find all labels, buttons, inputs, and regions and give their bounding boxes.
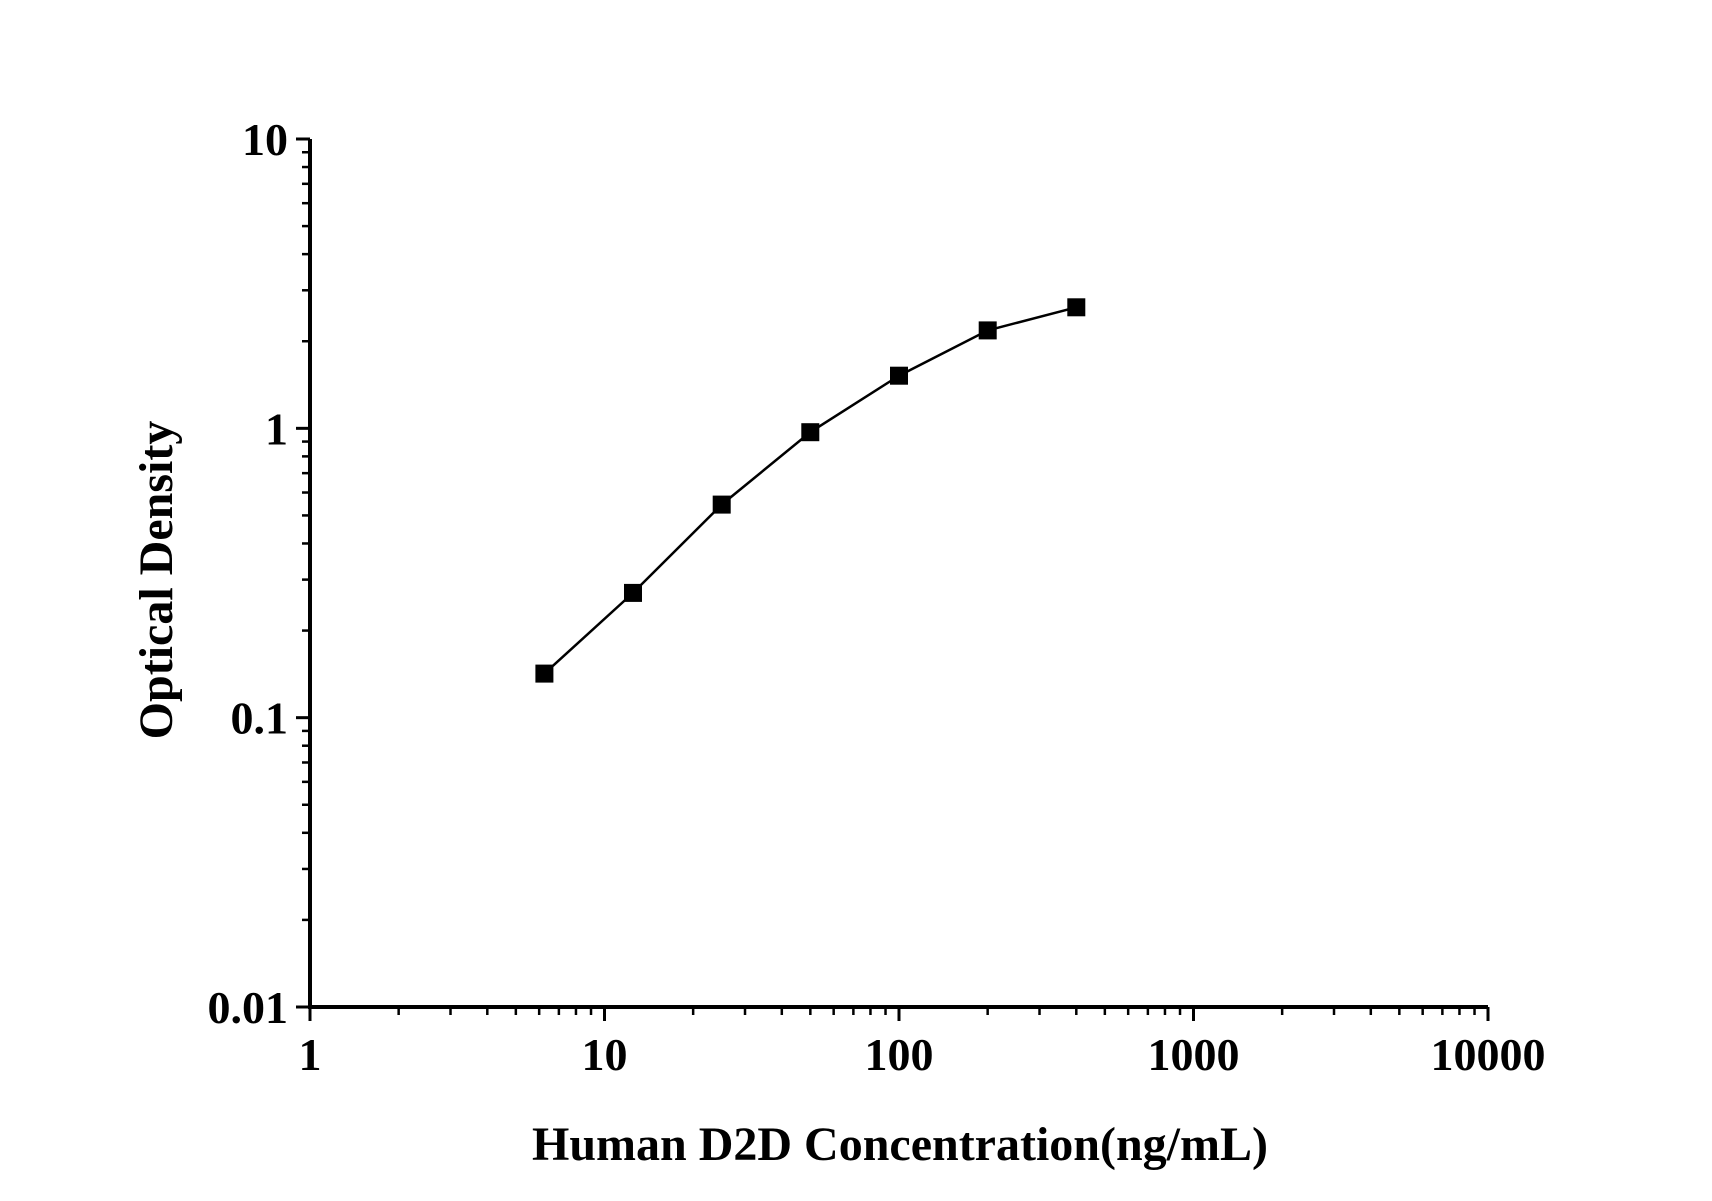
x-axis-title: Human D2D Concentration(ng/mL) [532, 1118, 1268, 1171]
y-tick-label: 0.1 [231, 693, 289, 744]
series-line [543, 306, 1077, 675]
y-tick-label: 0.01 [208, 982, 289, 1033]
x-tick-label: 1000 [1148, 1029, 1240, 1080]
data-point-marker [712, 495, 731, 514]
y-tick-label: 1 [265, 403, 288, 454]
y-axis-title: Optical Density [130, 421, 183, 740]
data-point-marker [801, 423, 820, 442]
x-tick-label: 100 [865, 1029, 934, 1080]
data-point-marker [978, 321, 997, 340]
data-point-marker [535, 664, 554, 683]
tick-labels: 1 10 100 1000 10000 0.01 0.1 1 10 [208, 114, 1546, 1080]
axis-ticks [296, 137, 1490, 1021]
data-point-marker [890, 366, 908, 385]
data-point-marker [624, 583, 642, 602]
series-layer [535, 298, 1086, 683]
data-point-marker [1067, 298, 1086, 317]
x-tick-label: 1 [299, 1029, 322, 1080]
axes [308, 139, 1488, 1009]
x-tick-label: 10000 [1431, 1029, 1546, 1080]
x-tick-label: 10 [582, 1029, 628, 1080]
y-tick-label: 10 [242, 114, 288, 165]
